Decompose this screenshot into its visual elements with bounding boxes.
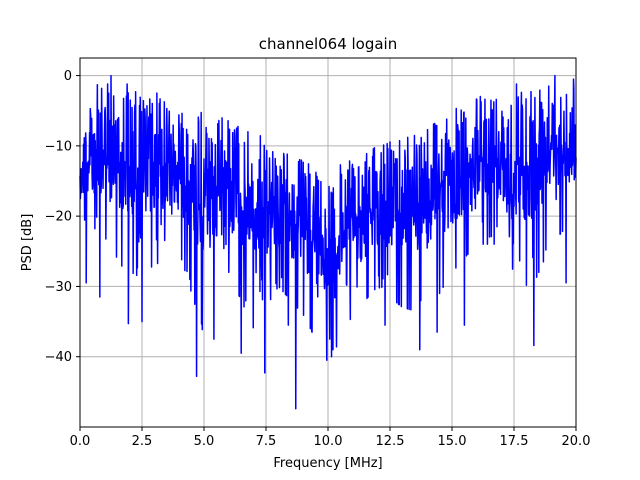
y-tick-label: −30: [45, 280, 72, 295]
y-tick-label: 0: [64, 69, 72, 84]
x-tick-label: 10.0: [314, 434, 343, 449]
y-tick-label: −10: [45, 139, 72, 154]
y-tick-label: −40: [45, 350, 72, 365]
x-axis-label: Frequency [MHz]: [273, 456, 382, 471]
x-tick-label: 2.5: [132, 434, 153, 449]
x-tick-label: 20.0: [562, 434, 591, 449]
x-tick-label: 0.0: [70, 434, 91, 449]
axis-ticks: 0.0 2.5 5.0 7.5 10.0 12.5 15.0 17.5 20.0 0 −10 −20 −…: [45, 69, 591, 449]
chart-title: channel064 logain: [259, 35, 398, 53]
data-series: [79, 74, 577, 410]
x-tick-label: 15.0: [438, 434, 467, 449]
x-tick-label: 12.5: [376, 434, 405, 449]
psd-line: [79, 74, 577, 410]
x-tick-label: 5.0: [194, 434, 215, 449]
y-tick-label: −20: [45, 210, 72, 225]
y-axis-label: PSD [dB]: [20, 214, 35, 272]
x-tick-label: 17.5: [500, 434, 529, 449]
x-tick-label: 7.5: [256, 434, 277, 449]
